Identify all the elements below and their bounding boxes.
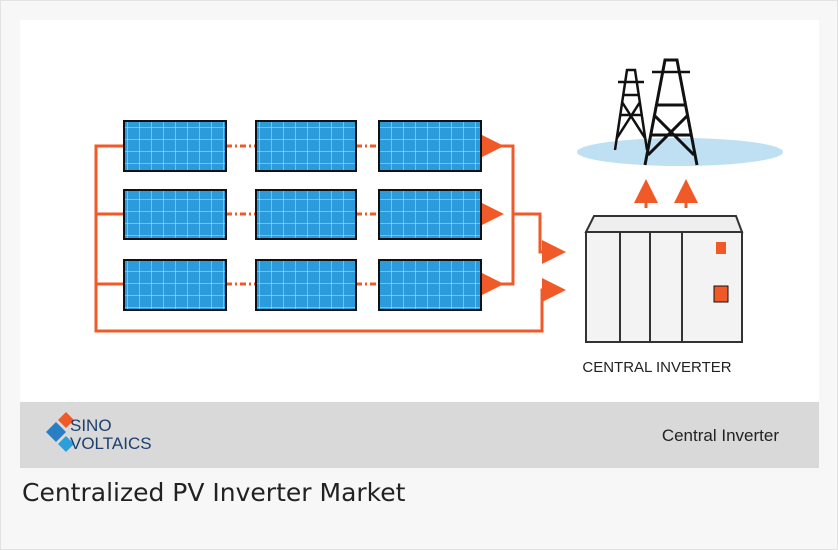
logo: SINO VOLTAICS: [46, 412, 152, 453]
solar-panels: [123, 120, 482, 311]
wiring: [94, 134, 698, 333]
logo-line2: VOLTAICS: [70, 434, 152, 453]
inverter: [584, 215, 744, 343]
band-label: Central Inverter: [661, 426, 779, 445]
logo-line1: SINO: [70, 416, 112, 435]
diagram-label: CENTRAL INVERTER: [582, 359, 731, 376]
logo-band: SINO VOLTAICS Central Inverter: [20, 402, 819, 468]
image: CENTRAL INVERTER SINO VOLTAICS Central I…: [20, 20, 819, 468]
power-towers: [577, 58, 783, 166]
diagram: CENTRAL INVERTER: [94, 58, 783, 376]
caption[interactable]: Centralized PV Inverter Market: [22, 478, 406, 507]
